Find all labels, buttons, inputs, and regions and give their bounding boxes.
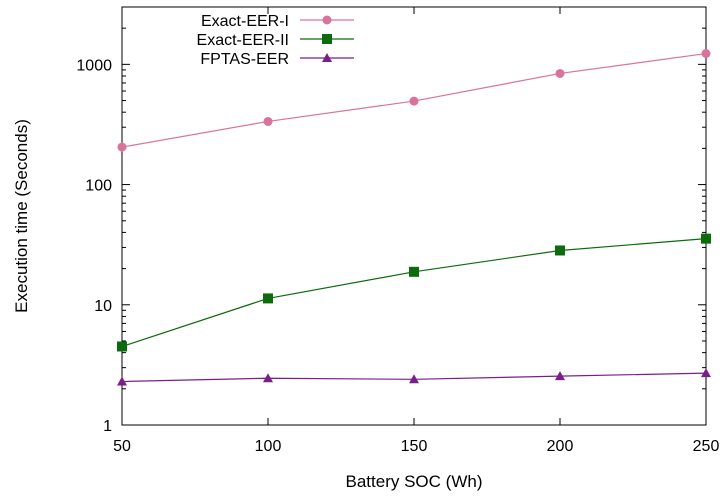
- data-point: [701, 233, 711, 244]
- x-tick-label: 50: [113, 438, 131, 455]
- legend-swatch-marker: [322, 15, 332, 25]
- series-group: [117, 49, 711, 386]
- data-point: [409, 266, 419, 277]
- data-point: [409, 96, 419, 106]
- data-point: [263, 116, 273, 126]
- legend-item: Exact-EER-II: [197, 32, 354, 49]
- y-tick-label: 1000: [76, 57, 112, 74]
- data-point: [701, 49, 711, 59]
- plot-frame: [121, 6, 707, 426]
- data-point: [117, 376, 127, 386]
- data-point: [555, 371, 565, 381]
- y-tick-label: 1: [103, 418, 112, 435]
- data-point: [117, 142, 127, 152]
- axis-ticks: 50 100 150 200 250 1 10 100 1000: [76, 6, 720, 455]
- data-point: [409, 374, 419, 384]
- series-Exact-EER-II: [117, 233, 711, 352]
- legend-item: FPTAS-EER: [200, 51, 354, 68]
- data-point: [263, 293, 273, 304]
- y-tick-label: 10: [94, 298, 112, 315]
- x-tick-label: 150: [401, 438, 428, 455]
- x-axis-title: Battery SOC (Wh): [346, 472, 483, 491]
- legend-swatch-marker: [322, 53, 332, 62]
- x-tick-label: 250: [693, 438, 720, 455]
- x-tick-label: 100: [255, 438, 282, 455]
- legend-label: FPTAS-EER: [200, 51, 289, 68]
- series-line: [121, 238, 707, 348]
- data-point: [555, 68, 565, 78]
- legend-swatch-marker: [322, 34, 332, 44]
- x-tick-label: 200: [547, 438, 574, 455]
- legend-item: Exact-EER-I: [201, 13, 354, 30]
- series-Exact-EER-I: [117, 49, 711, 152]
- data-point: [555, 245, 565, 256]
- data-point: [263, 373, 273, 383]
- series-FPTAS-EER: [117, 368, 711, 386]
- legend: Exact-EER-I Exact-EER-II FPTAS-EER: [197, 13, 354, 68]
- legend-label: Exact-EER-I: [201, 13, 289, 30]
- data-point: [701, 368, 711, 378]
- y-axis-title: Execution time (Seconds): [12, 119, 31, 313]
- data-point: [117, 341, 127, 352]
- legend-label: Exact-EER-II: [197, 32, 289, 49]
- y-tick-label: 100: [85, 178, 112, 195]
